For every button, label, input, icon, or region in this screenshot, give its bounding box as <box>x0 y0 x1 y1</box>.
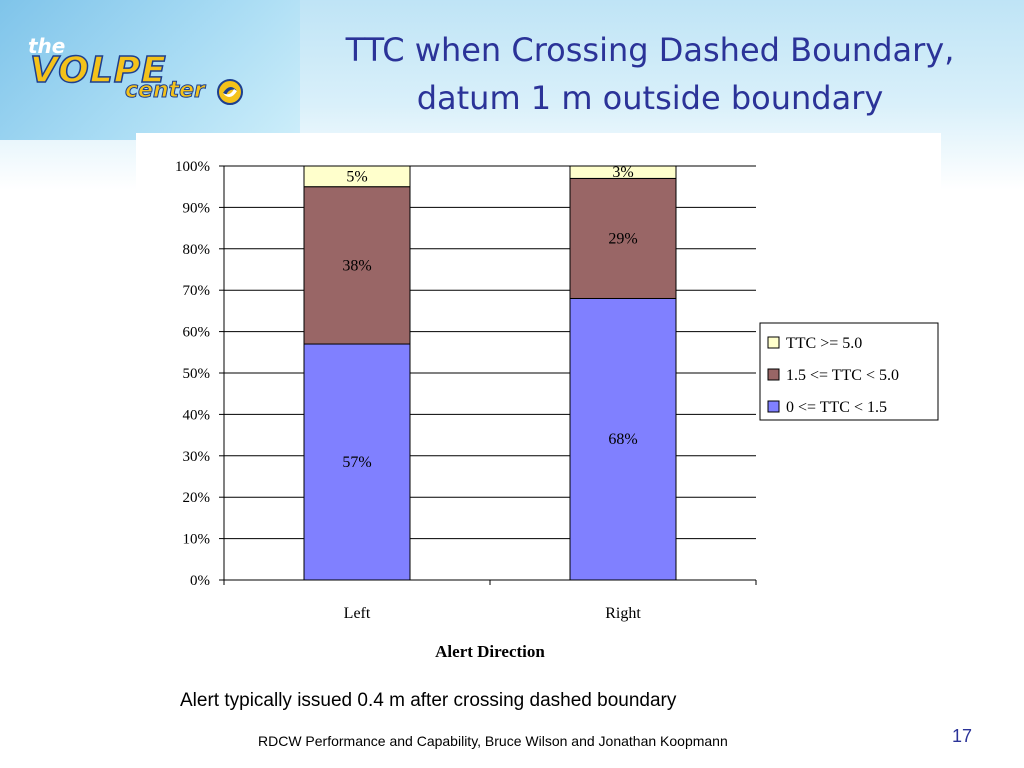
page-number: 17 <box>952 726 973 746</box>
data-label: 5% <box>346 168 367 185</box>
bar-segment <box>569 165 677 179</box>
chart-caption: Alert typically issued 0.4 m after cross… <box>180 690 677 711</box>
y-tick-label: 0% <box>190 573 210 589</box>
x-tick-label: Left <box>344 605 371 622</box>
bar-segment <box>303 186 411 345</box>
slide-title: TTC when Crossing Dashed Boundary, datum… <box>300 26 1000 122</box>
legend-label: 1.5 <= TTC < 5.0 <box>786 367 899 384</box>
legend-box <box>759 322 939 421</box>
logo-text: the <box>28 34 66 58</box>
y-tick-label: 100% <box>175 159 210 175</box>
data-label: 68% <box>608 431 637 448</box>
data-label: 38% <box>342 257 371 274</box>
y-tick-label: 80% <box>183 242 211 258</box>
legend-swatch <box>767 368 780 381</box>
y-tick-label: 70% <box>183 283 211 299</box>
bar-segment <box>303 165 411 188</box>
y-tick-label: 90% <box>183 200 211 216</box>
logo-swirl-icon <box>217 79 243 105</box>
data-label: 3% <box>612 164 633 181</box>
slide-title-line-2: datum 1 m outside boundary <box>416 79 884 117</box>
y-tick-label: 50% <box>183 366 211 382</box>
y-tick-label: 30% <box>183 449 211 465</box>
bar-segment <box>569 297 677 581</box>
chart-panel: 0% 10% 20% 30% 40% 50% 60% 70% 80% 90% 100% Left 57%… <box>136 133 941 673</box>
legend-label: 0 <= TTC < 1.5 <box>786 399 887 416</box>
stacked-bar-chart: 0% 10% 20% 30% 40% 50% 60% 70% 80% 90% 100% Left 57%… <box>175 159 939 661</box>
x-tick-label: Right <box>605 605 641 622</box>
y-tick-label: 20% <box>183 490 211 506</box>
volpe-logo: the VOLPE center <box>0 0 300 140</box>
legend-swatch <box>767 336 780 349</box>
bar-segment <box>569 177 677 299</box>
data-label: 29% <box>608 230 637 247</box>
bar-segment <box>303 343 411 581</box>
data-label: 57% <box>342 454 371 471</box>
y-tick-label: 40% <box>183 407 211 423</box>
y-tick-label: 60% <box>183 325 211 341</box>
legend-swatch <box>767 400 780 413</box>
slide-title-line-1: TTC when Crossing Dashed Boundary, <box>345 31 955 69</box>
footer-text: RDCW Performance and Capability, Bruce W… <box>258 733 728 749</box>
legend-label: TTC >= 5.0 <box>786 335 862 352</box>
x-axis-title: Alert Direction <box>435 642 545 661</box>
y-tick-label: 10% <box>183 532 211 548</box>
